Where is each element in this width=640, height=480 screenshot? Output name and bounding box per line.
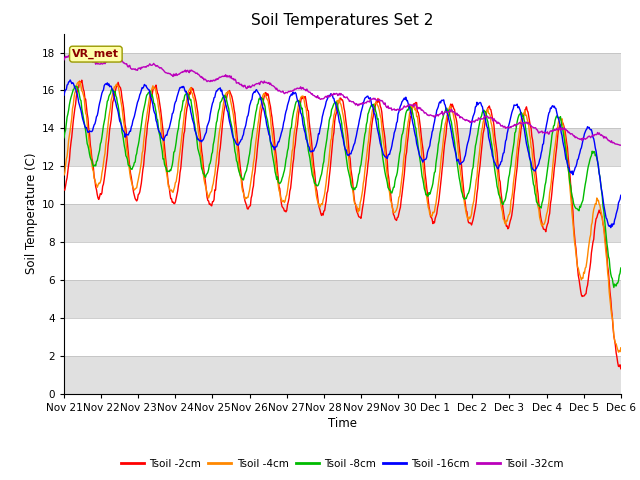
- Bar: [64, 280, 621, 318]
- Bar: [64, 52, 621, 90]
- Title: Soil Temperatures Set 2: Soil Temperatures Set 2: [252, 13, 433, 28]
- Y-axis label: Soil Temperature (C): Soil Temperature (C): [24, 153, 38, 275]
- X-axis label: Time: Time: [328, 417, 357, 430]
- Bar: [64, 128, 621, 166]
- Bar: [64, 204, 621, 242]
- Legend: Tsoil -2cm, Tsoil -4cm, Tsoil -8cm, Tsoil -16cm, Tsoil -32cm: Tsoil -2cm, Tsoil -4cm, Tsoil -8cm, Tsoi…: [117, 455, 568, 473]
- Text: VR_met: VR_met: [72, 49, 119, 59]
- Bar: [64, 356, 621, 394]
